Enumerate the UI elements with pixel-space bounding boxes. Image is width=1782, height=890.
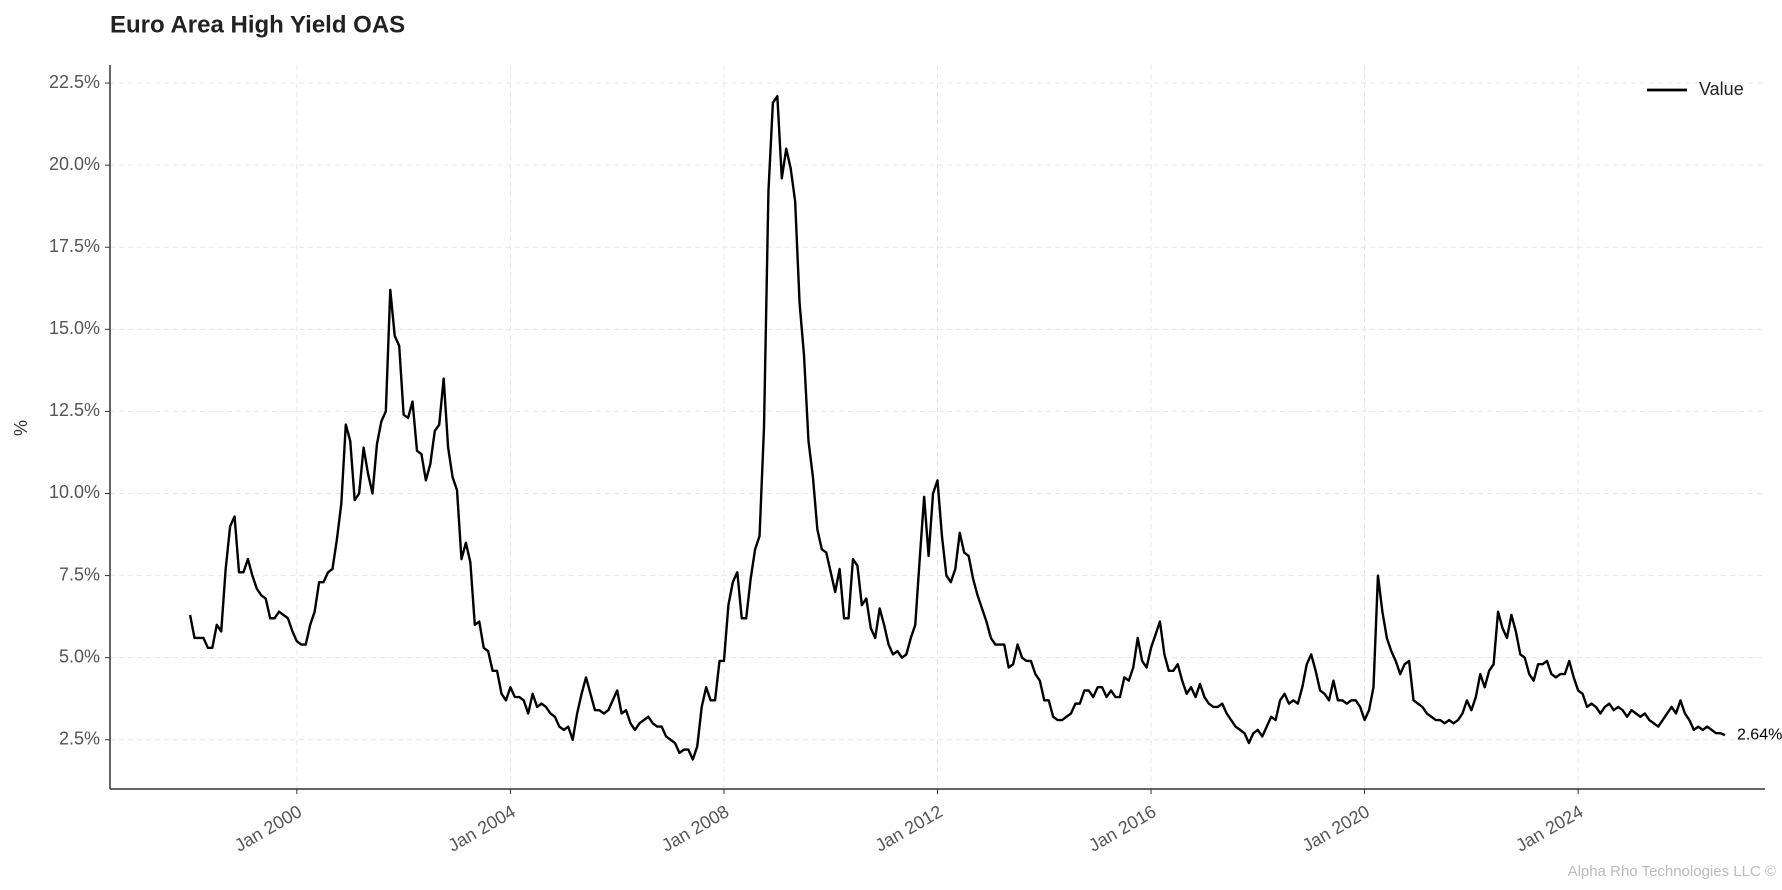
- x-tick-label: Jan 2020: [1299, 801, 1373, 855]
- y-tick-label: 12.5%: [49, 400, 100, 420]
- y-tick-label: 17.5%: [49, 236, 100, 256]
- x-tick-label: Jan 2008: [658, 801, 732, 855]
- y-tick-label: 2.5%: [59, 728, 100, 748]
- x-tick-label: Jan 2012: [872, 801, 946, 855]
- x-tick-label: Jan 2024: [1512, 801, 1586, 855]
- x-tick-label: Jan 2004: [445, 801, 519, 855]
- footer: Alpha Rho Technologies LLC ©: [1568, 863, 1776, 880]
- chart-title: Euro Area High Yield OAS: [110, 11, 405, 38]
- x-tick-label: Jan 2016: [1085, 801, 1159, 855]
- x-tick-label: Jan 2000: [231, 801, 305, 855]
- y-tick-label: 20.0%: [49, 154, 100, 174]
- y-tick-label: 7.5%: [59, 564, 100, 584]
- end-label: 2.64%: [1737, 726, 1782, 743]
- y-tick-label: 10.0%: [49, 482, 100, 502]
- y-axis-label: %: [11, 420, 31, 436]
- y-tick-label: 22.5%: [49, 72, 100, 92]
- y-tick-label: 5.0%: [59, 646, 100, 666]
- y-tick-label: 15.0%: [49, 318, 100, 338]
- legend-label: Value: [1699, 79, 1744, 99]
- series-line: [188, 94, 1726, 761]
